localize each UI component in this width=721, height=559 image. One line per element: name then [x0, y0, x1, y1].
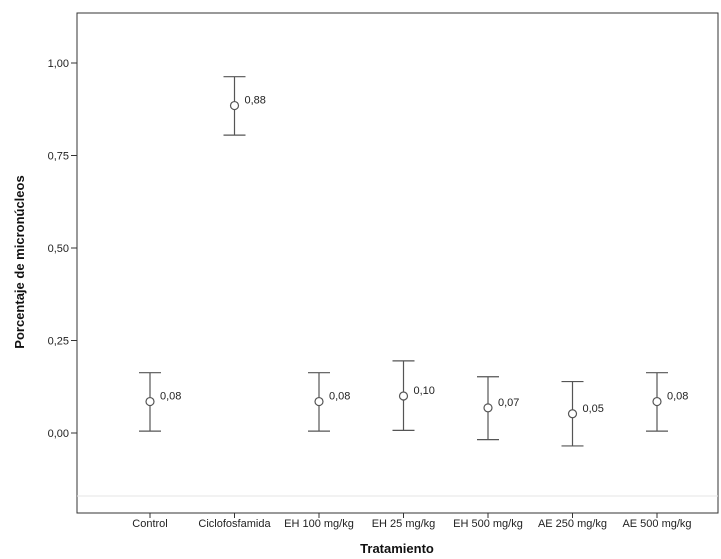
x-tick-label: EH 500 mg/kg — [453, 518, 523, 530]
data-label: 0,08 — [329, 391, 350, 403]
x-axis: Control Ciclofosfamida EH 100 mg/kg EH 25 m… — [132, 513, 692, 530]
y-axis: 0,00 0,25 0,50 0,75 1,00 — [48, 58, 77, 440]
y-tick-label: 0,00 — [48, 428, 69, 440]
data-label: 0,88 — [245, 95, 266, 107]
data-label: 0,08 — [667, 391, 688, 403]
x-tick-label: AE 250 mg/kg — [538, 518, 607, 530]
data-point-group: 0,88 — [223, 76, 266, 136]
data-point-group: 0,07 — [477, 376, 519, 441]
data-point-group: 0,08 — [646, 372, 688, 432]
data-point-group: 0,08 — [139, 372, 181, 432]
data-label: 0,07 — [498, 397, 519, 409]
data-point-marker — [567, 409, 578, 419]
data-label: 0,10 — [414, 385, 435, 397]
data-label: 0,05 — [583, 403, 604, 415]
data-point-group: 0,05 — [561, 380, 604, 447]
x-tick-label: Control — [132, 518, 167, 530]
data-series: 0,08 0,88 0,08 0,10 0,07 0,05 0,08 — [139, 76, 688, 447]
y-axis-title: Porcentaje de micronúcleos — [12, 175, 27, 348]
x-tick-label: AE 500 mg/kg — [622, 518, 691, 530]
x-axis-title: Tratamiento — [360, 541, 434, 556]
plot-area — [76, 12, 719, 514]
data-label: 0,08 — [160, 391, 181, 403]
x-tick-label: EH 100 mg/kg — [284, 518, 354, 530]
data-point-marker — [145, 396, 155, 407]
y-tick-label: 0,25 — [48, 336, 69, 348]
data-point-marker — [229, 100, 240, 111]
data-point-marker — [314, 396, 324, 407]
x-tick-label: EH 25 mg/kg — [372, 518, 436, 530]
data-point-marker — [483, 403, 493, 413]
y-tick-label: 0,75 — [48, 151, 69, 163]
x-tick-label: Ciclofosfamida — [198, 518, 271, 530]
data-point-group: 0,10 — [392, 360, 435, 432]
y-tick-label: 0,50 — [48, 243, 69, 255]
data-point-marker — [398, 391, 409, 401]
y-tick-label: 1,00 — [48, 58, 69, 70]
data-point-marker — [652, 396, 662, 407]
data-point-group: 0,08 — [308, 372, 350, 432]
